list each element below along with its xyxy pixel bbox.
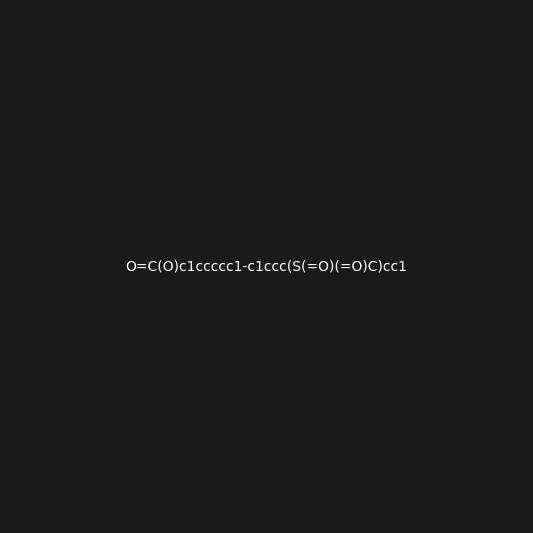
Text: O=C(O)c1ccccc1-c1ccc(S(=O)(=O)C)cc1: O=C(O)c1ccccc1-c1ccc(S(=O)(=O)C)cc1: [125, 260, 407, 274]
